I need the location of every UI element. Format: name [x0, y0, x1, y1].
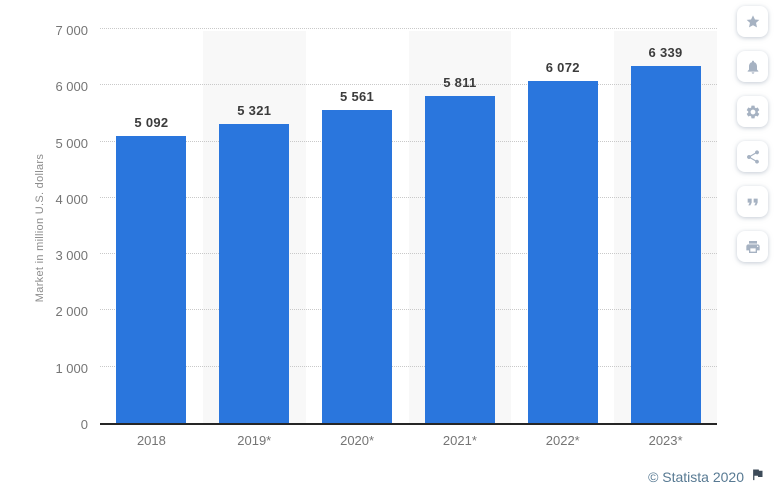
y-tick-label: 3 000	[55, 248, 88, 264]
bar-2018[interactable]	[116, 136, 187, 423]
bell-icon	[747, 60, 758, 74]
gridline	[100, 84, 717, 86]
x-tick-label-2021: 2021*	[442, 433, 477, 448]
bar-2020*[interactable]	[322, 110, 393, 423]
gridline	[100, 140, 717, 142]
x-tick-label-2018: 2018	[136, 433, 166, 448]
gridline	[100, 196, 717, 198]
bar-value-label: 5 811	[443, 74, 477, 90]
y-tick-label: 1 000	[55, 360, 88, 376]
footer: © Statista 2020	[648, 467, 765, 487]
star-icon	[746, 14, 759, 27]
gear-button[interactable]	[737, 96, 768, 127]
gridline	[100, 28, 717, 29]
print-button[interactable]	[737, 231, 768, 262]
y-tick-label: 2 000	[55, 304, 88, 320]
y-tick-label: 4 000	[55, 191, 88, 207]
x-tick-label-2020: 2020*	[340, 433, 375, 448]
bar-2023*[interactable]	[630, 66, 701, 423]
x-tick-label-2023: 2023*	[648, 433, 683, 448]
x-tick-label-2019: 2019*	[237, 433, 272, 448]
y-tick-label: 0	[80, 417, 88, 432]
bell-button[interactable]	[737, 51, 768, 82]
bar-value-label: 6 072	[545, 60, 580, 76]
copyright-text: © Statista 2020	[648, 469, 744, 485]
bar-value-label: 6 339	[648, 45, 683, 61]
gridline	[100, 365, 717, 367]
star-button[interactable]	[737, 6, 768, 37]
flag-icon	[753, 469, 763, 481]
plot-area: 5 092 5 321 5 561 5 811 6 072 6 339	[100, 28, 717, 425]
gear-icon	[746, 105, 759, 118]
bar-2021*[interactable]	[424, 95, 495, 423]
flag-icon[interactable]	[750, 467, 765, 487]
gridline	[100, 253, 717, 255]
bar-value-label: 5 561	[340, 89, 375, 104]
y-tick-label: 6 000	[55, 79, 88, 95]
share-button[interactable]	[737, 141, 768, 172]
bar-2019*[interactable]	[219, 123, 290, 423]
y-tick-label: 7 000	[55, 23, 88, 38]
y-tick-label: 5 000	[55, 135, 88, 151]
quote-icon	[747, 198, 758, 205]
quote-button[interactable]	[737, 186, 768, 217]
y-axis-title: Market in million U.S. dollars	[34, 153, 46, 303]
bar-value-label: 5 092	[134, 115, 169, 131]
share-icon	[746, 149, 759, 164]
x-tick-label-2022: 2022*	[545, 433, 580, 448]
bar-value-label: 5 321	[237, 102, 272, 118]
print-icon	[745, 240, 760, 253]
gridline	[100, 309, 717, 311]
bar-2022*[interactable]	[527, 81, 598, 423]
